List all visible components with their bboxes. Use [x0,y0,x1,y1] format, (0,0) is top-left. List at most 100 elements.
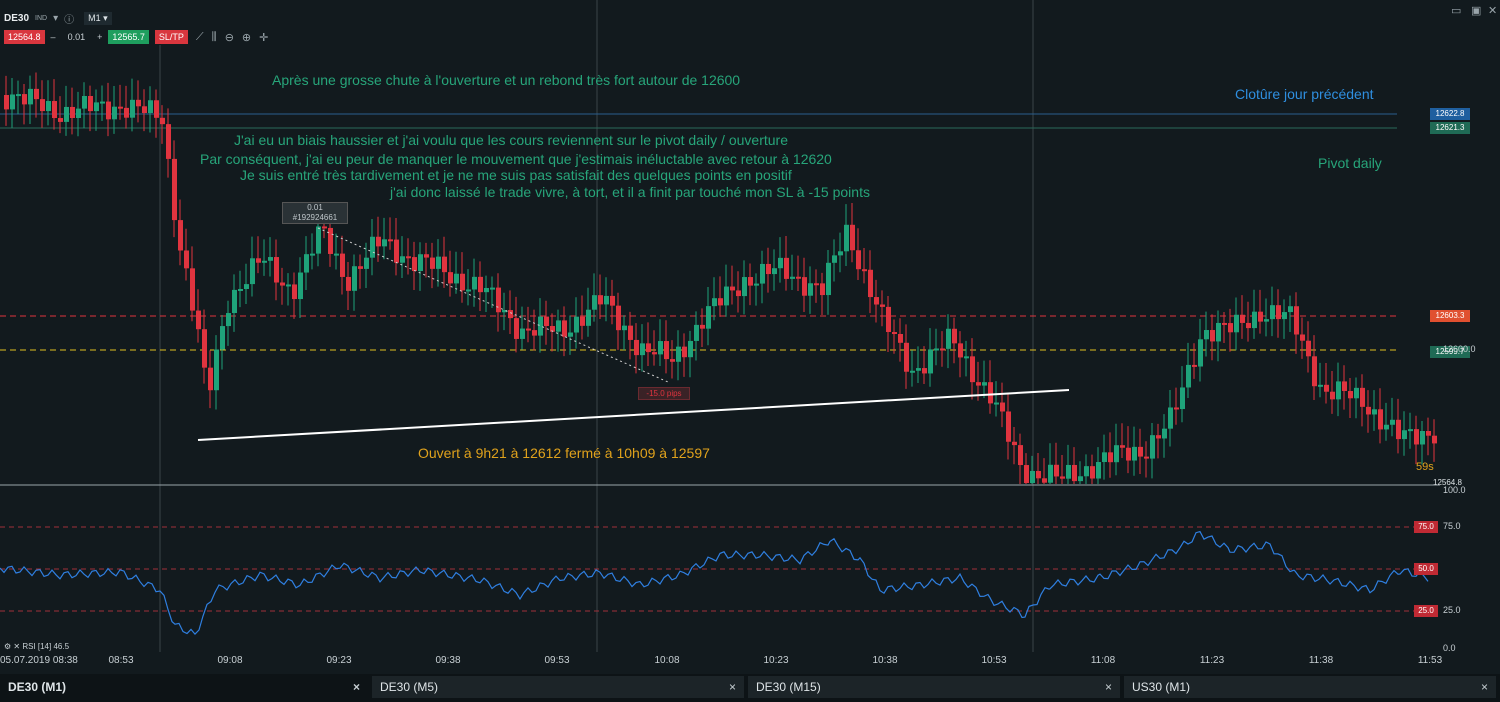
quantity-value[interactable]: 0.01 [67,32,86,42]
candle-body [214,349,219,391]
time-axis-label: 09:38 [435,655,461,666]
tab-label: DE30 (M15) [756,680,821,694]
candle-body [676,346,681,362]
settings-icon[interactable]: ⚙ ✕ [4,642,23,651]
candle-body [412,257,417,272]
quantity-decrease[interactable]: – [50,32,56,42]
close-icon[interactable]: × [1104,680,1112,694]
candle-body [430,257,435,269]
close-icon[interactable]: × [352,680,360,694]
candle-body [286,284,291,287]
candle-body [202,329,207,368]
candle-body [1102,452,1107,463]
close-icon[interactable]: × [1480,680,1488,694]
candle-body [742,277,747,297]
candle-body [1192,364,1197,367]
candle-body [508,310,513,319]
candle-body [1258,311,1263,322]
symbol-label[interactable]: DE30 [4,12,30,24]
candle-body [784,257,789,279]
trade-line [317,227,669,383]
trade-open-label[interactable]: 0.01 #192924661 [282,202,348,224]
candle-body [88,95,93,112]
info-icon[interactable]: ⓘ [64,14,75,26]
pivot-price-label: 12621.3 [1430,122,1470,134]
candle-body [910,370,915,373]
quantity-increase[interactable]: + [97,32,103,42]
candle-body [154,100,159,118]
candle-body [538,316,543,336]
candle-body [886,306,891,333]
candle-body [1114,445,1119,463]
candle-body [1024,465,1029,483]
chevron-down-icon[interactable]: ▾ [53,12,59,24]
tab-de30-m5[interactable]: DE30 (M5) × [372,676,744,698]
candle-body [1432,435,1437,444]
buy-button[interactable]: 12565.7 [108,30,149,44]
candle-body [94,102,99,112]
candle-body [706,306,711,329]
annotation-line4: Je suis entré très tardivement et je ne … [240,167,792,183]
crosshair-icon[interactable]: ✛ [259,31,269,44]
candle-body [1240,314,1245,323]
candle-body [82,95,87,109]
candle-body [1354,387,1359,399]
candle-body [472,276,477,290]
indicators-icon[interactable]: ⫼ [211,30,217,43]
sell-button[interactable]: 12564.8 [4,30,45,44]
tab-de30-m1[interactable]: DE30 (M1) × [0,676,368,698]
candle-body [190,268,195,311]
candle-body [1006,411,1011,442]
candle-body [64,106,69,122]
candle-body [52,101,57,119]
candle-body [904,342,909,372]
candle-body [592,295,597,310]
candle-body [622,325,627,331]
candle-body [376,236,381,247]
trendline[interactable] [197,389,1070,441]
zoom-out-icon[interactable]: ⊖ [224,31,234,44]
rsi-axis-100: 100.0 [1443,485,1466,495]
trade-info-annotation: Ouvert à 9h21 à 12612 fermé à 10h09 à 12… [418,445,710,461]
candle-body [1402,430,1407,440]
tab-us30-m1[interactable]: US30 (M1) × [1124,676,1496,698]
candle-body [1096,462,1101,479]
candle-body [142,106,147,114]
candle-body [136,99,141,107]
candle-body [220,326,225,350]
chart-type-icon[interactable]: ⟋ [195,30,204,43]
time-axis-label: 11:38 [1308,655,1334,666]
maximize-icon[interactable]: ▣ [1471,5,1482,17]
zoom-in-icon[interactable]: ⊕ [241,31,252,44]
candle-body [574,316,579,333]
candle-body [694,324,699,341]
candle-body [1186,364,1191,388]
candle-body [502,310,507,313]
candle-body [652,352,657,355]
minimize-icon[interactable]: ▭ [1451,5,1462,17]
candle-body [1246,322,1251,329]
candle-body [484,288,489,293]
tab-de30-m15[interactable]: DE30 (M15) × [748,676,1120,698]
candle-body [934,348,939,351]
candle-body [832,255,837,263]
candle-body [100,101,105,104]
close-window-icon[interactable]: ✕ [1488,5,1498,17]
close-icon[interactable]: × [728,680,736,694]
candle-body [580,316,585,326]
annotation-line2: J'ai eu un biais haussier et j'ai voulu … [234,132,788,148]
timeframe-select[interactable]: M1 ▾ [84,11,112,25]
candle-body [250,258,255,285]
candle-body [748,277,753,286]
candle-body [1414,429,1419,445]
candle-body [130,99,135,118]
sltp-button[interactable]: SL/TP [154,30,188,44]
candle-body [34,88,39,100]
candle-body [1408,429,1413,432]
rsi-indicator-label[interactable]: ⚙ ✕ RSI [14] 46.5 [4,642,69,651]
candlestick-series [4,72,1437,484]
candle-body [766,263,771,275]
candle-body [562,320,567,337]
candle-body [688,340,693,358]
